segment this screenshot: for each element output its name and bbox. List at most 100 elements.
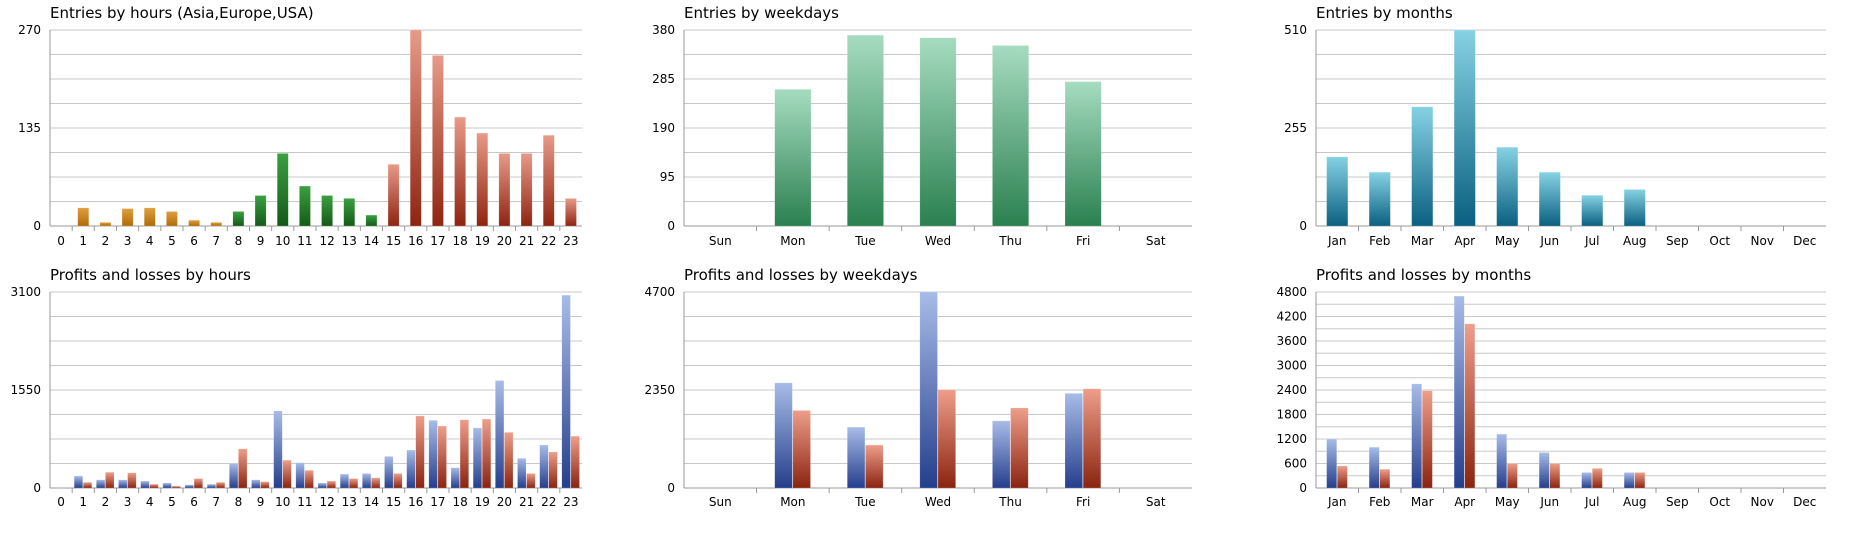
loss-bar (526, 473, 536, 489)
x-tick-label: 7 (212, 495, 220, 509)
x-tick-label: 21 (519, 495, 534, 509)
profit-bar (1623, 472, 1635, 489)
bar (343, 198, 356, 227)
y-tick-label: 4800 (1276, 285, 1307, 299)
x-tick-label: Jan (1327, 234, 1347, 248)
x-tick-label: Dec (1793, 495, 1816, 509)
profit-bar (992, 420, 1011, 489)
x-tick-label: 5 (168, 495, 176, 509)
loss-bar (149, 483, 159, 489)
x-tick-label: May (1495, 234, 1520, 248)
x-tick-label: 9 (257, 495, 265, 509)
x-tick-label: May (1495, 495, 1520, 509)
bar (210, 222, 223, 227)
x-tick-label: Mar (1411, 495, 1434, 509)
bar (365, 214, 378, 227)
loss-bar (1634, 472, 1646, 489)
x-tick-label: Mon (780, 495, 805, 509)
bar (774, 89, 812, 227)
bar (232, 211, 245, 227)
profit-bar (774, 382, 793, 489)
loss-bar (1337, 465, 1348, 489)
loss-bar (83, 482, 93, 489)
x-tick-label: 14 (364, 234, 379, 248)
x-tick-label: Tue (854, 234, 876, 248)
profit-bar (339, 473, 349, 489)
y-tick-label: 95 (660, 170, 675, 184)
loss-bar (1379, 468, 1391, 489)
x-tick-label: Thu (998, 495, 1022, 509)
x-tick-label: Sun (709, 234, 732, 248)
x-tick-label: 6 (190, 234, 198, 248)
x-tick-label: 1 (79, 495, 87, 509)
loss-bar (193, 478, 203, 489)
x-tick-label: Sep (1666, 234, 1689, 248)
x-tick-label: 2 (102, 495, 110, 509)
x-tick-label: Jun (1539, 495, 1559, 509)
profit-bar (1326, 438, 1337, 489)
loss-bar (504, 432, 514, 489)
profit-bar (384, 456, 394, 489)
y-tick-label: 0 (33, 219, 41, 233)
x-tick-label: 20 (497, 495, 512, 509)
loss-bar (326, 480, 336, 489)
bar (276, 153, 289, 227)
profit-bar (317, 482, 327, 489)
bar (143, 207, 156, 227)
y-tick-label: 0 (1299, 481, 1307, 495)
loss-bar (282, 459, 292, 489)
profit-bar (517, 458, 527, 489)
chart-entries-by-months: Entries by months 0 255 510 Jan Feb Mar Apr May… (1284, 4, 1826, 248)
profit-bar (73, 475, 83, 489)
profit-bar (118, 479, 128, 489)
bar (847, 34, 884, 227)
bar (166, 211, 178, 227)
chart-title: Profits and losses by months (1316, 266, 1531, 284)
bar (919, 37, 957, 227)
bar (1623, 189, 1646, 227)
x-tick-label: Apr (1454, 495, 1475, 509)
profit-bar (162, 482, 172, 489)
x-tick-label: 5 (168, 234, 176, 248)
chart-profits-losses-by-weekdays: Profits and losses by weekdays 0 2350 4700… (644, 266, 1192, 509)
profit-bar (450, 467, 460, 489)
loss-bar (127, 472, 137, 489)
y-tick-label: 255 (1284, 121, 1307, 135)
bar (188, 219, 200, 227)
loss-bar (459, 419, 469, 489)
x-tick-label: Nov (1751, 234, 1774, 248)
y-tick-label: 190 (652, 121, 675, 135)
loss-bar (482, 418, 492, 489)
bar (321, 195, 333, 227)
x-tick-label: Tue (854, 495, 876, 509)
x-tick-label: Jun (1539, 234, 1559, 248)
loss-bar (937, 389, 956, 489)
loss-bar (393, 473, 403, 489)
x-tick-label: 23 (563, 495, 578, 509)
x-tick-label: 3 (124, 495, 132, 509)
x-tick-label: Apr (1454, 234, 1475, 248)
bar (992, 45, 1029, 227)
bar (1538, 171, 1561, 227)
profit-bar (140, 480, 150, 489)
chart-title: Entries by hours (Asia,Europe,USA) (50, 4, 314, 22)
y-tick-label: 600 (1284, 457, 1307, 471)
loss-bar (105, 471, 115, 489)
y-tick-label: 270 (18, 23, 41, 37)
y-tick-label: 285 (652, 72, 675, 86)
profit-bar (362, 473, 372, 489)
x-tick-label: Sat (1146, 234, 1166, 248)
profit-bar (1496, 433, 1507, 489)
x-tick-label: Fri (1076, 234, 1090, 248)
y-tick-label: 0 (667, 481, 675, 495)
y-tick-label: 380 (652, 23, 675, 37)
y-tick-label: 3000 (1276, 359, 1307, 373)
x-tick-label: 0 (57, 234, 65, 248)
x-tick-label: 11 (297, 495, 312, 509)
loss-bar (570, 435, 580, 489)
x-tick-label: 9 (257, 234, 265, 248)
profit-bar (184, 484, 194, 489)
x-tick-label: Sat (1146, 495, 1166, 509)
loss-bar (1464, 323, 1476, 489)
